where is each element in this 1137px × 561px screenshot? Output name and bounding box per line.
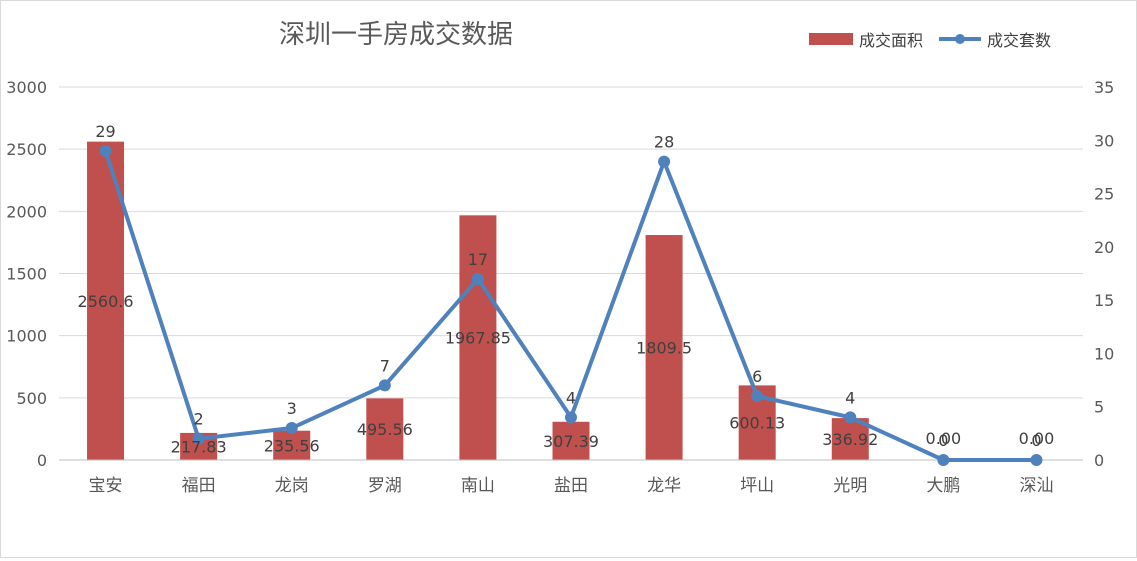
line-point <box>844 411 857 424</box>
right-tick-label: 25 <box>1094 185 1114 204</box>
x-tick-label: 光明 <box>833 476 867 496</box>
legend-label-bar: 成交面积 <box>859 31 923 50</box>
line-series <box>99 144 1043 466</box>
line-data-label: 4 <box>845 388 855 407</box>
x-tick-label: 福田 <box>182 476 216 496</box>
bar <box>459 215 497 460</box>
line-point <box>471 272 484 285</box>
line-point <box>192 432 205 445</box>
line-point <box>751 390 764 403</box>
bar-data-label: 495.56 <box>357 420 413 439</box>
line-point <box>285 422 298 435</box>
right-tick-label: 5 <box>1094 398 1104 417</box>
left-tick-label: 2000 <box>6 202 47 221</box>
left-tick-label: 0 <box>37 451 47 470</box>
bar-data-label: 336.92 <box>822 430 878 449</box>
line-data-label: 28 <box>654 133 674 152</box>
left-tick-label: 1000 <box>6 327 47 346</box>
right-tick-label: 0 <box>1094 451 1104 470</box>
line-data-label: 4 <box>566 388 576 407</box>
bar-data-labels: 2560.6 217.83 235.56 495.56 1967.85 307.39 180… <box>78 292 1055 457</box>
line-point <box>565 411 577 424</box>
left-tick-label: 2500 <box>6 140 47 159</box>
bar-data-label: 600.13 <box>729 414 785 433</box>
legend-label-line: 成交套数 <box>987 31 1051 50</box>
right-tick-label: 30 <box>1094 131 1114 150</box>
chart-title: 深圳一手房成交数据 <box>279 20 513 50</box>
line-data-label: 7 <box>380 356 390 375</box>
bar <box>273 430 311 460</box>
bar-data-label: 0.00 <box>926 429 962 448</box>
x-tick-label: 罗湖 <box>368 476 402 496</box>
right-tick-label: 15 <box>1094 291 1114 310</box>
bar-data-label: 235.56 <box>264 436 320 455</box>
bar-series <box>87 141 869 460</box>
bar-data-label: 0.00 <box>1019 429 1055 448</box>
x-tick-label: 大鹏 <box>926 476 960 496</box>
right-tick-label: 20 <box>1094 238 1114 257</box>
x-tick-label: 龙岗 <box>275 476 309 496</box>
line-data-label: 6 <box>752 367 762 386</box>
x-tick-label: 龙华 <box>647 476 681 496</box>
line-data-label: 17 <box>468 250 488 269</box>
line-point <box>658 155 671 168</box>
line-point <box>378 379 391 392</box>
x-tick-label: 盐田 <box>554 476 588 496</box>
line-data-label: 2 <box>194 410 204 429</box>
line-point <box>99 144 112 157</box>
x-tick-label: 宝安 <box>89 476 123 496</box>
left-tick-label: 3000 <box>6 78 47 97</box>
left-tick-label: 500 <box>16 389 47 408</box>
bar <box>552 421 590 460</box>
legend-swatch-marker <box>955 34 965 44</box>
bar <box>366 398 404 460</box>
left-axis: 0 500 1000 1500 2000 2500 3000 <box>6 78 47 470</box>
chart-legend: 成交面积 成交套数 <box>809 31 1051 50</box>
left-tick-label: 1500 <box>6 265 47 284</box>
line-data-labels: 29 2 3 7 17 4 28 6 4 0 0 <box>95 122 1041 450</box>
line-point <box>937 454 950 466</box>
x-tick-label: 南山 <box>461 476 495 496</box>
bar-data-label: 307.39 <box>543 432 599 451</box>
line-data-label: 0 <box>938 431 948 450</box>
x-tick-label: 坪山 <box>740 476 774 496</box>
bar-data-label: 217.83 <box>171 437 227 456</box>
bar-data-label: 2560.6 <box>78 292 134 311</box>
line-data-label: 0 <box>1031 431 1041 450</box>
line-point <box>1030 454 1043 466</box>
right-axis: 0 5 10 15 20 25 30 35 <box>1094 78 1114 470</box>
x-axis: 宝安 福田 龙岗 罗湖 南山 盐田 龙华 坪山 光明 大鹏 深汕 <box>59 459 1083 496</box>
line-data-label: 3 <box>287 399 297 418</box>
bar-data-label: 1967.85 <box>445 329 511 348</box>
x-tick-label: 深汕 <box>1019 476 1053 496</box>
right-tick-label: 35 <box>1094 78 1114 97</box>
legend-swatch-bar <box>809 33 853 45</box>
bar-data-label: 1809.5 <box>636 339 692 358</box>
line-data-label: 29 <box>95 122 115 141</box>
bar <box>645 235 683 460</box>
right-tick-label: 10 <box>1094 344 1114 363</box>
